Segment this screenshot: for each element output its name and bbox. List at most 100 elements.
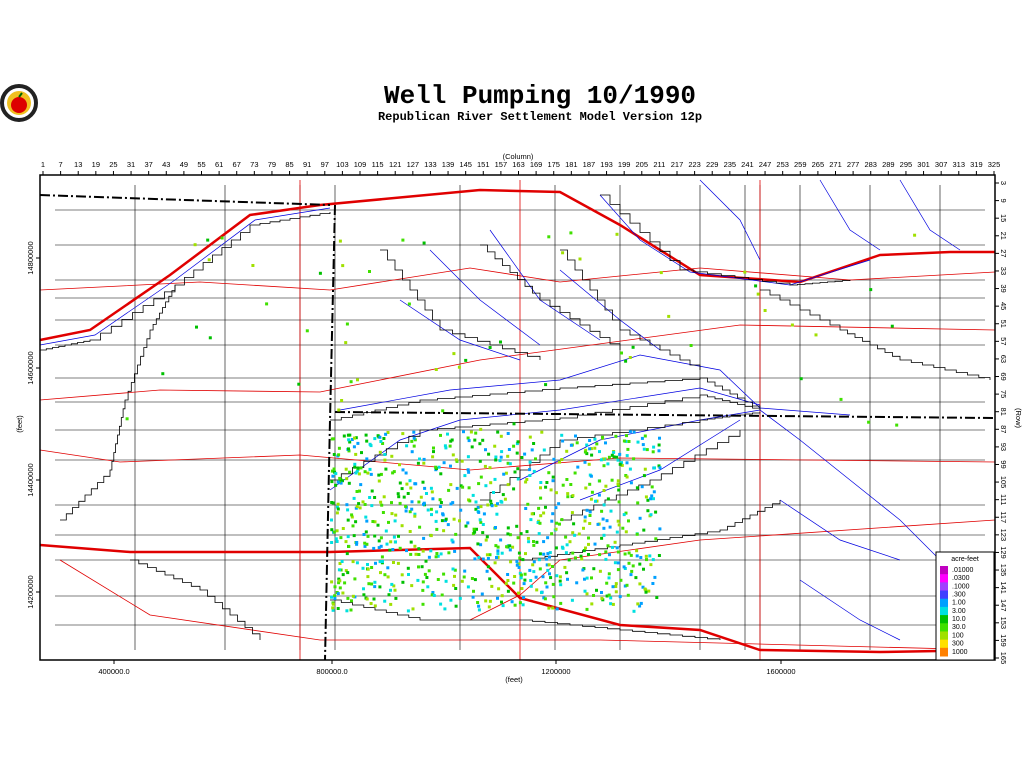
pumping-cell — [548, 551, 552, 555]
column-tick-label: 163 — [512, 160, 525, 169]
pumping-cell — [589, 474, 593, 478]
pumping-cell — [207, 258, 211, 262]
pumping-cell — [616, 482, 620, 486]
pumping-cell — [488, 599, 492, 603]
pumping-cell — [452, 517, 456, 521]
pumping-cell — [509, 560, 513, 564]
pumping-cell — [397, 495, 401, 499]
pumping-cell — [447, 551, 451, 555]
pumping-cell — [467, 439, 471, 443]
pumping-cell — [408, 510, 412, 514]
pumping-cell — [612, 455, 616, 459]
road — [469, 519, 996, 621]
pumping-cell — [528, 468, 532, 472]
row-tick-label: 135 — [999, 564, 1008, 577]
pumping-cell — [499, 538, 503, 542]
row-tick-label: 15 — [999, 214, 1008, 222]
model-boundary — [480, 244, 621, 350]
pumping-cell — [376, 434, 380, 438]
pumping-cell — [496, 596, 499, 600]
pumping-cell — [635, 549, 639, 553]
pumping-cell — [427, 569, 431, 573]
pumping-cell — [573, 471, 577, 475]
pumping-cell — [451, 501, 455, 505]
pumping-cell — [430, 513, 433, 517]
pumping-cell — [565, 449, 569, 453]
pumping-cell — [414, 482, 418, 486]
pumping-cell — [432, 450, 435, 454]
pumping-cell — [516, 536, 520, 540]
pumping-cell — [575, 581, 579, 585]
pumping-cell — [689, 344, 693, 347]
column-tick-label: 151 — [477, 160, 490, 169]
pumping-cell — [498, 459, 502, 463]
pumping-cell — [540, 591, 543, 595]
pumping-cell — [635, 554, 639, 558]
legend-label: 1.00 — [952, 600, 966, 607]
pumping-cell — [402, 495, 406, 499]
pumping-cell — [353, 577, 357, 581]
pumping-cell — [587, 536, 590, 540]
pumping-cell — [372, 597, 376, 601]
column-tick-label: 301 — [917, 160, 930, 169]
pumping-cell — [551, 475, 555, 479]
pumping-cell — [506, 573, 510, 576]
pumping-cell — [517, 566, 521, 569]
pumping-cell — [366, 563, 369, 566]
pumping-cell — [413, 438, 417, 442]
pumping-cell — [401, 238, 405, 242]
pumping-cell — [332, 453, 336, 456]
pumping-cell — [422, 536, 426, 540]
pumping-cell — [585, 443, 589, 447]
pumping-cell — [620, 461, 623, 465]
pumping-cell — [466, 521, 470, 525]
pumping-cell — [511, 545, 515, 549]
pumping-cell — [625, 461, 629, 465]
column-tick-label: 157 — [495, 160, 508, 169]
pumping-cell — [638, 582, 642, 586]
pumping-cell — [434, 368, 438, 371]
pumping-cell — [485, 553, 489, 557]
pumping-cell — [593, 542, 597, 546]
column-tick-label: 127 — [407, 160, 420, 169]
pumping-cell — [361, 500, 365, 504]
pumping-cell — [604, 557, 608, 561]
pumping-cell — [551, 512, 555, 516]
pumping-cell — [515, 563, 519, 567]
pumping-cell — [481, 557, 485, 561]
pumping-cell — [621, 526, 625, 530]
pumping-cell — [439, 552, 443, 556]
pumping-cell — [333, 594, 337, 598]
pumping-cell — [615, 546, 619, 550]
pumping-cell — [208, 336, 212, 340]
pumping-cell — [363, 544, 367, 548]
pumping-cell — [601, 517, 605, 521]
pumping-cell — [374, 561, 377, 565]
pumping-cell — [502, 472, 506, 476]
pumping-cell — [494, 526, 497, 529]
pumping-cell — [618, 452, 622, 456]
pumping-cell — [596, 522, 600, 526]
pumping-cell — [439, 602, 443, 606]
pumping-cell — [448, 444, 452, 448]
row-tick-label: 141 — [999, 581, 1008, 594]
pumping-cell — [493, 444, 497, 448]
pumping-cell — [457, 365, 461, 369]
pumping-cell — [365, 542, 369, 546]
pumping-cell — [404, 471, 408, 475]
pumping-cell — [561, 439, 565, 443]
legend-swatch — [940, 639, 948, 649]
pumping-cell — [616, 479, 620, 483]
pumping-cell — [474, 507, 478, 511]
pumping-cell — [559, 583, 563, 587]
pumping-cell — [496, 502, 499, 506]
pumping-cell — [540, 430, 544, 434]
pumping-cell — [460, 579, 464, 583]
pumping-cell — [354, 506, 358, 510]
pumping-cell — [515, 524, 519, 528]
legend-label: 1000 — [952, 649, 968, 656]
pumping-cell — [554, 506, 558, 510]
pumping-cell — [617, 523, 621, 527]
pumping-cell — [381, 442, 385, 445]
pumping-cell — [351, 524, 355, 528]
